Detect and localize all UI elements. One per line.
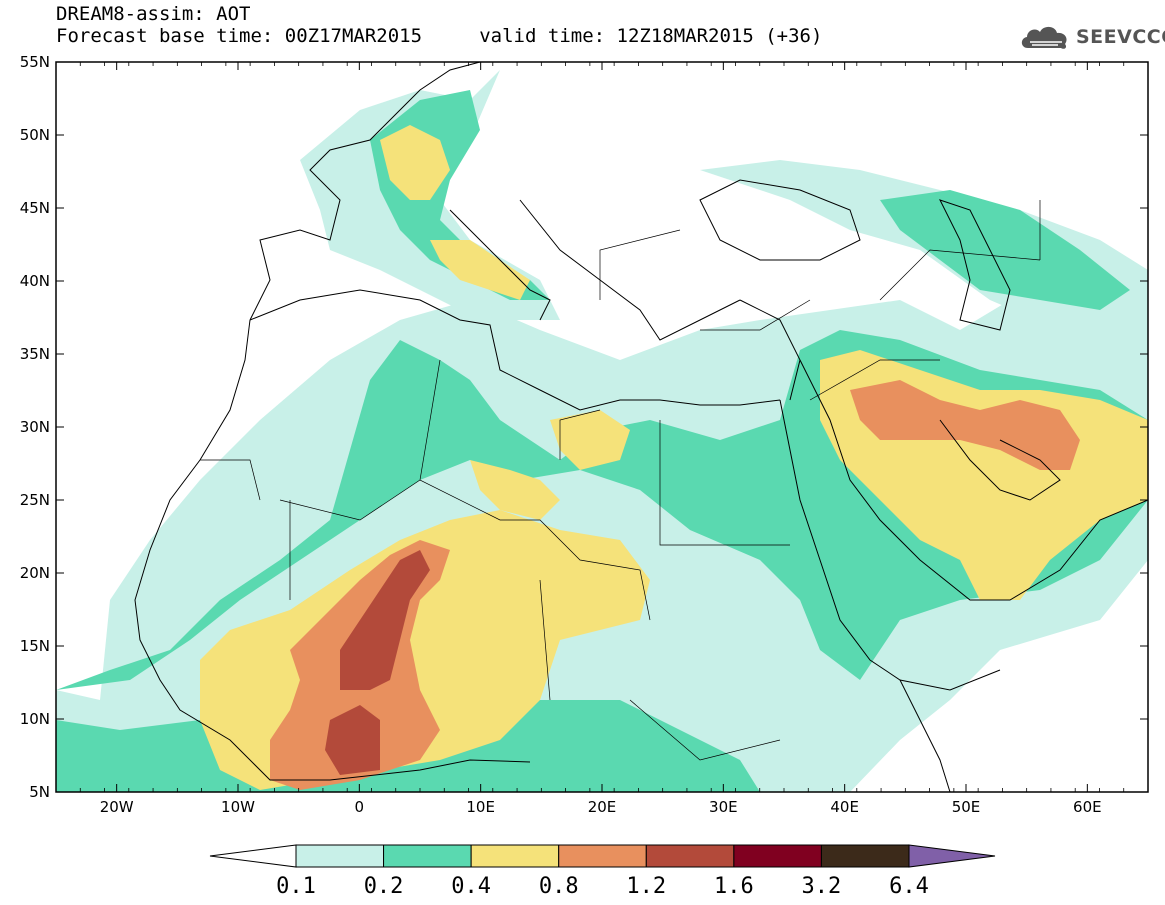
colorbar-label: 0.1 [276,874,316,899]
coastline-east-africa [899,679,951,792]
lat-label: 20N [20,564,50,582]
lon-label: 20W [100,798,134,816]
colorbar-label: 3.2 [802,874,842,899]
aot-band-1-2 [340,550,430,690]
colorbar-swatch [820,844,910,868]
colorbar-label: 1.6 [714,874,754,899]
coastline-africa-north [249,289,781,411]
lat-label: 50N [20,126,50,144]
lon-axis-labels: 20W 10W 0 10E 20E 30E 40E 50E 60E [100,798,1102,816]
colorbar [209,844,996,868]
lat-label: 30N [20,418,50,436]
lat-label: 15N [20,637,50,655]
coastline-black-sea [699,179,861,261]
colorbar-swatch [383,844,472,868]
lat-label: 5N [29,783,50,801]
coastline-balkans [519,199,741,341]
aot-band-0-2 [880,190,1130,310]
aot-band-0-4 [470,460,560,520]
colorbar-label: 6.4 [889,874,929,899]
colorbar-swatch [470,844,560,868]
lon-label: 10W [221,798,255,816]
lon-label: 20E [588,798,617,816]
cloud-icon [1021,26,1067,49]
colorbar-label: 0.8 [539,874,579,899]
lon-label: 60E [1073,798,1102,816]
colorbar-labels: 0.1 0.2 0.4 0.8 1.2 1.6 3.2 6.4 [276,874,929,899]
coastline-arabia [799,359,1148,601]
lat-axis-labels: 55N 50N 45N 40N 35N 30N 25N 20N 15N 10N 5N [20,53,50,801]
coastline-levant [739,299,801,401]
coastline-red-sea [779,399,1001,691]
border-lines [200,200,1041,761]
coastline-europe [249,62,481,321]
colorbar-swatch [558,844,647,868]
aot-band-0-4 [550,410,630,470]
aot-field [56,70,1148,792]
map-title: DREAM8-assim: AOT [56,3,251,25]
aot-band-1-2 [325,705,380,775]
forecast-times: Forecast base time: 00Z17MAR2015 valid t… [56,25,823,47]
seevccc-logo: SEEVCCC [1018,22,1165,52]
colorbar-label: 1.2 [626,874,666,899]
colorbar-swatch [645,844,735,868]
colorbar-swatch [295,844,385,868]
lon-label: 10E [466,798,495,816]
lon-label: 50E [952,798,981,816]
lat-label: 35N [20,345,50,363]
axis-ticks [55,61,1149,793]
colorbar-label: 0.4 [451,874,491,899]
coastline-gulf [939,419,1061,501]
colorbar-swatch [733,844,822,868]
coastline-africa-west [134,319,531,781]
lat-label: 40N [20,272,50,290]
coastlines [134,62,1148,792]
lat-label: 25N [20,491,50,509]
aot-band-0-4 [430,240,530,300]
colorbar-over-triangle [908,844,996,868]
aot-band-0-8 [850,380,1080,470]
coastline-italy [449,209,551,321]
lat-label: 10N [20,710,50,728]
lon-label: 30E [709,798,738,816]
lat-label: 45N [20,199,50,217]
lon-label: 0 [355,798,365,816]
lon-label: 40E [830,798,859,816]
colorbar-label: 0.2 [364,874,404,899]
logo-text: SEEVCCC [1076,26,1165,48]
aot-band-0-4 [380,125,450,200]
colorbar-under-triangle [209,844,297,868]
lat-label: 55N [20,53,50,71]
